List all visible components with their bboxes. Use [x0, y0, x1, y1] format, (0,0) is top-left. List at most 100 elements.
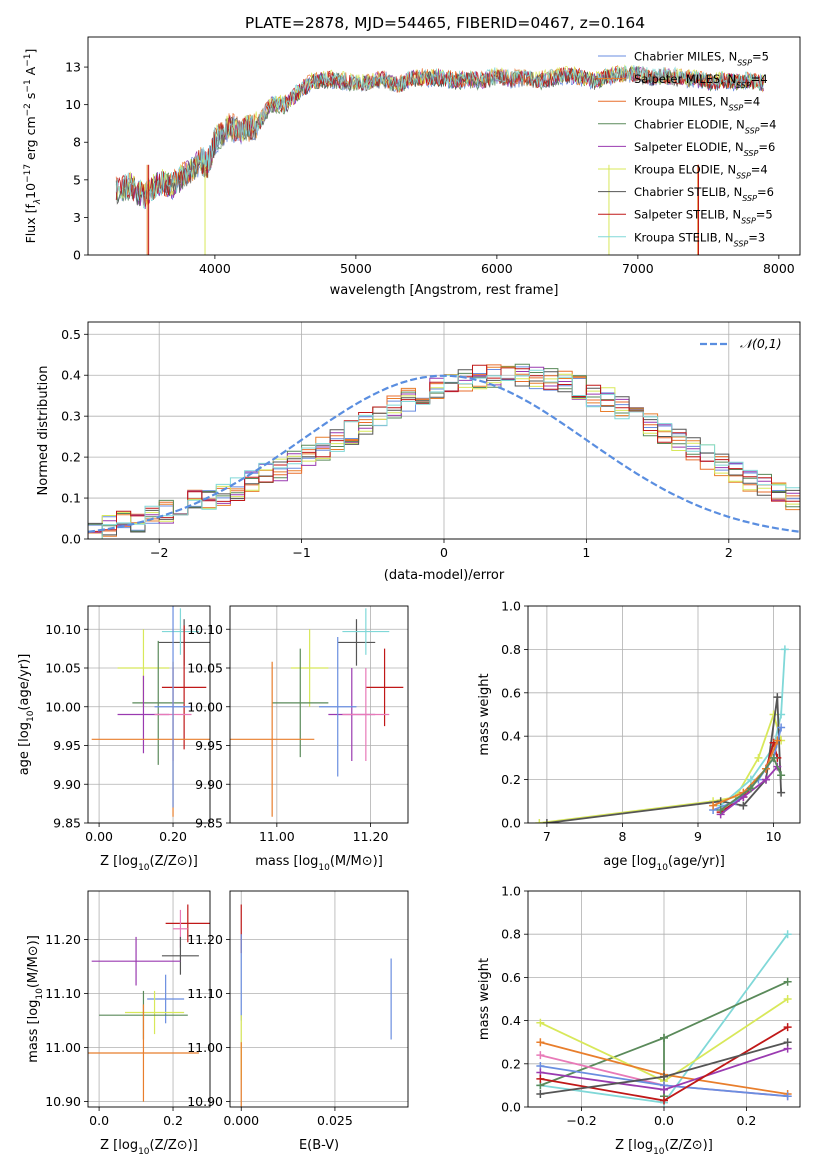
legend-text: Salpeter MILES, N [634, 72, 736, 86]
legend-text: Chabrier STELIB, N [634, 185, 742, 199]
weight-lines [535, 645, 789, 823]
lbl: Z [log [100, 854, 138, 869]
y-tick-label: 10 [65, 97, 81, 112]
weight-marker [536, 1038, 545, 1047]
weight-marker [535, 819, 544, 823]
weight-marker [746, 775, 755, 784]
axes-frame [229, 605, 409, 824]
axes-frame [527, 605, 801, 824]
x-tick-label: 10 [766, 829, 782, 844]
y-tick-label: 0.3 [61, 409, 81, 424]
y-tick-label: 0.2 [501, 1056, 521, 1071]
y-tick-label: 11.10 [187, 986, 223, 1001]
weight-marker [754, 753, 763, 762]
y-tick-label: 10.00 [187, 699, 223, 714]
y-tick-label: 0.6 [501, 685, 521, 700]
spectrum-panel: 4000 5000 6000 7000 8000 0 3 5 8 10 13 wavelength [… [23, 36, 801, 298]
weight-line-salpeter_miles [712, 740, 779, 807]
age-vs-mass-panel: 11.00 11.20 9.85 9.90 9.95 10.00 10.05 10.10 mas… [187, 605, 409, 873]
weight-marker [773, 693, 782, 702]
legend-label: Kroupa STELIB, NSSP=3 [634, 230, 765, 248]
y-tick-label: 10.10 [187, 622, 223, 637]
y-tick-label: 10.90 [45, 1094, 81, 1109]
error-bar-point [272, 648, 329, 758]
x-tick-label: −2 [150, 545, 168, 560]
legend-tail: =5 [752, 50, 769, 64]
error-bars [230, 608, 404, 817]
legend-label: Kroupa MILES, NSSP=4 [634, 95, 760, 113]
spectrum-legend: Chabrier MILES, N SSP =5 Salpeter MILES, N S… [598, 50, 776, 248]
legend-sub: SSP [745, 126, 760, 135]
sup: −17 [23, 164, 33, 183]
y-tick-label: 0.4 [501, 1013, 521, 1028]
weight-marker [777, 723, 786, 732]
spectrum-line-chabrier_stelib [115, 66, 765, 207]
axes-frame [87, 36, 801, 256]
legend-tail: =3 [748, 230, 765, 244]
lbl: (age/yr)] [17, 654, 32, 711]
lbl-sub: 10 [26, 710, 36, 722]
y-tick-label: 0.0 [501, 816, 521, 831]
error-bar-point [365, 648, 404, 727]
x-tick-label: 0.00 [85, 829, 113, 844]
lbl: Z [log [100, 1138, 138, 1153]
weight-marker [739, 801, 748, 810]
error-bar-point [161, 625, 207, 750]
x-tick-label: 6000 [481, 261, 513, 276]
grid [230, 891, 408, 1107]
lbl: (Z/Z⊙)] [150, 1138, 198, 1153]
x-tick-label: 0.0 [654, 1113, 674, 1128]
error-bar-point [161, 936, 199, 975]
x-axis-label: Z [log10(Z/Z⊙)] [100, 1138, 198, 1157]
legend-text: Salpeter STELIB, N [634, 208, 741, 222]
legend-label: 𝒩(0,1) [740, 336, 782, 351]
x-tick-label: 11.00 [259, 829, 295, 844]
y-tick-label: 13 [65, 60, 81, 75]
y-tick-label: 11.00 [187, 1040, 223, 1055]
grid [528, 605, 800, 824]
weight-marker [783, 1038, 792, 1047]
legend-tail: =5 [756, 208, 773, 222]
y-tick-label: 3 [73, 210, 81, 225]
lbl-sub: 10 [656, 863, 668, 873]
mass-weight-vs-age-panel: 7 8 9 10 0.0 0.2 0.4 0.6 0.8 1.0 mass weight age [l… [477, 599, 801, 873]
error-bar-point [319, 637, 357, 777]
weight-marker [536, 1074, 545, 1083]
weight-marker [783, 995, 792, 1003]
y-axis-label: mass [log10(M/M⊙)] [26, 935, 45, 1063]
y-tick-label: 0.8 [501, 642, 521, 657]
x-tick-label: 0.0 [89, 1113, 109, 1128]
y-tick-label: 0.4 [501, 729, 521, 744]
x-tick-label: 0.025 [317, 1113, 353, 1128]
lbl: (Z/Z⊙)] [150, 854, 198, 869]
legend-text: Chabrier MILES, N [634, 50, 737, 64]
legend-label: Kroupa ELODIE, NSSP=4 [634, 163, 768, 181]
lbl: mass [log [255, 854, 318, 869]
error-bar-point [230, 661, 315, 817]
y-tick-label: 0 [73, 248, 81, 263]
sup: −2 [23, 103, 33, 116]
weight-marker [762, 775, 770, 784]
weight-marker [783, 977, 792, 986]
y-tick-label: 1.0 [501, 599, 521, 614]
y-tick-label: 9.85 [53, 816, 81, 831]
x-axis-label: E(B-V) [299, 1138, 339, 1153]
legend-text: Kroupa ELODIE, N [634, 163, 736, 177]
legend-text: Salpeter ELODIE, N [634, 140, 744, 154]
x-tick-label: 0.20 [159, 829, 187, 844]
y-tick-label: 10.05 [187, 661, 223, 676]
legend-tail: =4 [743, 95, 760, 109]
legend-sub: SSP [734, 239, 749, 248]
legend-tail: =6 [757, 185, 774, 199]
y-tick-label: 0.5 [61, 327, 81, 342]
legend-tail: =6 [758, 140, 775, 154]
lbl: age [log [17, 722, 32, 775]
legend-label: Chabrier STELIB, NSSP=6 [634, 185, 774, 203]
lbl: mass [log [26, 1000, 41, 1063]
x-axis-label: wavelength [Angstrom, rest frame] [330, 283, 559, 298]
y-tick-label: 11.10 [45, 986, 81, 1001]
legend-sub: SSP [736, 171, 751, 180]
spectrum-line-kroupa_stelib [115, 65, 764, 210]
x-tick-label: 0.2 [163, 1113, 183, 1128]
lbl: Z [log [615, 1138, 653, 1153]
